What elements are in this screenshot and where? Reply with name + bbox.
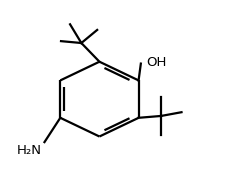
- Text: OH: OH: [146, 56, 166, 69]
- Text: H₂N: H₂N: [17, 144, 42, 157]
